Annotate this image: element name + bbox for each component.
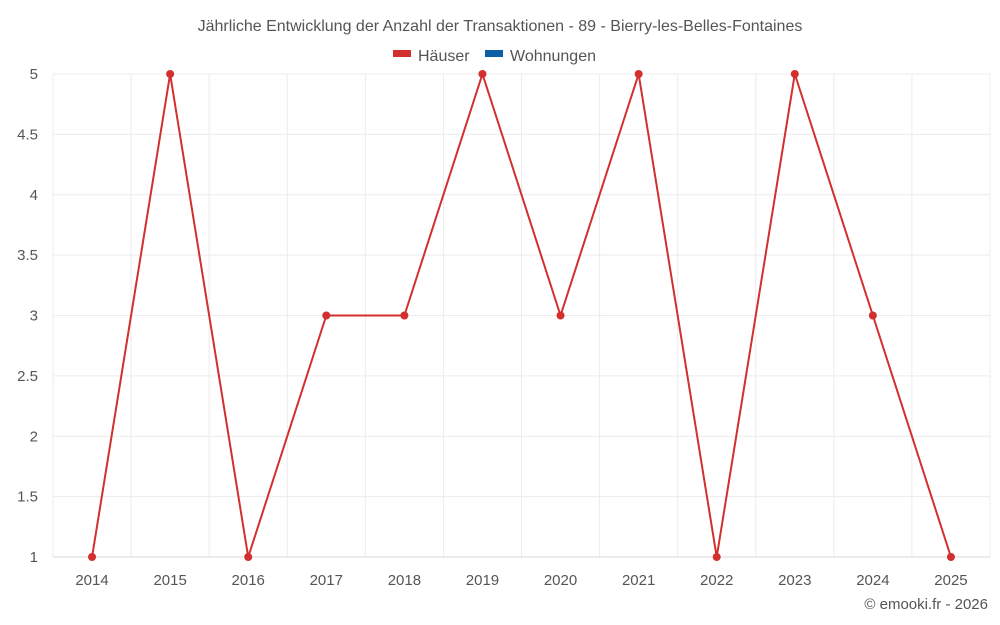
- y-tick-label: 2.5: [17, 368, 38, 385]
- data-point[interactable]: [790, 70, 799, 78]
- data-point[interactable]: [946, 553, 955, 561]
- legend-swatch-wohnungen: [485, 50, 503, 57]
- y-tick-label: 5: [30, 66, 38, 83]
- data-point[interactable]: [868, 311, 877, 320]
- data-point[interactable]: [400, 311, 409, 320]
- x-tick-label: 2016: [232, 572, 265, 589]
- data-point[interactable]: [712, 553, 721, 561]
- y-tick-label: 1: [30, 549, 38, 566]
- y-tick-label: 1.5: [17, 489, 38, 506]
- series-group: [88, 70, 955, 561]
- y-tick-label: 3: [30, 308, 38, 325]
- x-tick-label: 2014: [75, 572, 108, 589]
- data-point[interactable]: [322, 311, 331, 320]
- x-tick-label: 2017: [310, 572, 343, 589]
- legend-label-haeuser[interactable]: Häuser: [418, 48, 470, 65]
- x-axis-ticks: 2014 2015 2016 2017 2018 2019 2020 2021 2022 2023…: [75, 572, 967, 589]
- data-point[interactable]: [166, 70, 175, 78]
- x-tick-label: 2019: [466, 572, 499, 589]
- chart-title: Jährliche Entwicklung der Anzahl der Tra…: [198, 18, 803, 35]
- data-point[interactable]: [88, 553, 97, 561]
- x-tick-label: 2021: [622, 572, 655, 589]
- y-tick-label: 4: [30, 187, 38, 204]
- x-tick-label: 2025: [934, 572, 967, 589]
- data-point[interactable]: [244, 553, 253, 561]
- grid-lines: [52, 73, 991, 558]
- x-tick-label: 2020: [544, 572, 577, 589]
- y-tick-label: 3.5: [17, 247, 38, 264]
- x-tick-label: 2018: [388, 572, 421, 589]
- credit-text: © emooki.fr - 2026: [864, 596, 988, 613]
- data-point[interactable]: [556, 311, 565, 320]
- x-tick-label: 2015: [153, 572, 186, 589]
- x-tick-label: 2024: [856, 572, 889, 589]
- legend: Häuser Wohnungen: [393, 48, 596, 65]
- legend-swatch-haeuser: [393, 50, 411, 57]
- data-point[interactable]: [478, 70, 487, 78]
- x-tick-label: 2022: [700, 572, 733, 589]
- legend-label-wohnungen[interactable]: Wohnungen: [510, 48, 596, 65]
- data-point[interactable]: [634, 70, 643, 78]
- y-axis-ticks: 1 1.5 2 2.5 3 3.5 4 4.5 5: [17, 66, 38, 566]
- x-tick-label: 2023: [778, 572, 811, 589]
- y-tick-label: 2: [30, 428, 38, 445]
- series-line: [91, 73, 952, 558]
- y-tick-label: 4.5: [17, 126, 38, 143]
